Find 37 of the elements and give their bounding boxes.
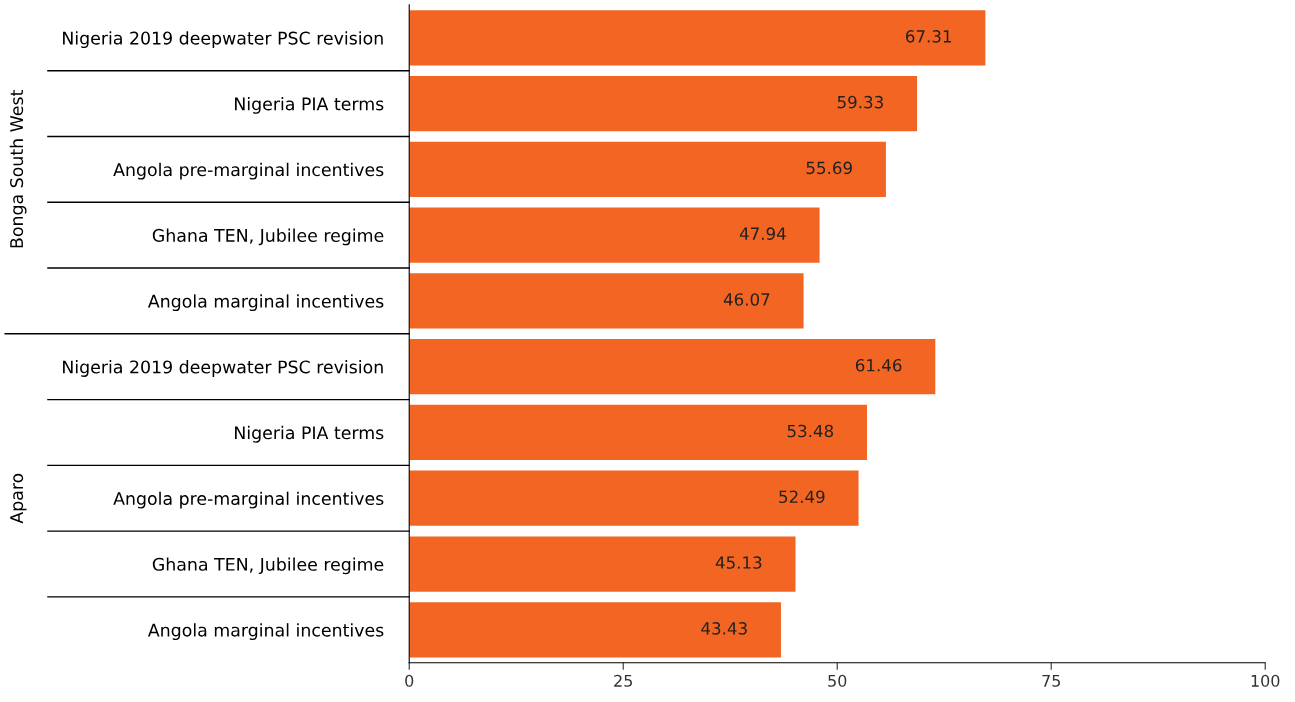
bar bbox=[409, 207, 820, 263]
bar bbox=[409, 273, 804, 329]
bar bbox=[409, 602, 781, 658]
x-tick-label: 75 bbox=[1042, 674, 1060, 687]
text: Bonga South West bbox=[9, 90, 27, 248]
y-tick-label: Angola marginal incentives bbox=[147, 294, 384, 312]
y-tick-label: Ghana TEN, Jubilee regime bbox=[152, 557, 384, 575]
data-label: 46.07 bbox=[723, 293, 770, 306]
data-label: 55.69 bbox=[806, 161, 852, 175]
y-tick-label: Nigeria PIA terms bbox=[235, 96, 384, 114]
y-tick-label: Angola pre-marginal incentives bbox=[113, 162, 384, 180]
y-tick-label: Nigeria 2019 deepwater PSC revision bbox=[63, 360, 383, 377]
y-tick-label: Nigeria 2019 deepwater PSC revision bbox=[63, 31, 383, 49]
text: Aparo bbox=[10, 473, 27, 524]
x-tick-label: 25 bbox=[614, 674, 632, 687]
y-tick-label: Ghana TEN, Jubilee regime bbox=[152, 228, 384, 246]
data-label: 61.46 bbox=[855, 358, 902, 372]
x-tick-label: 0 bbox=[405, 674, 414, 687]
bar bbox=[409, 470, 859, 526]
data-label: 52.49 bbox=[779, 490, 825, 504]
data-label: 47.94 bbox=[739, 227, 786, 240]
bar bbox=[409, 339, 936, 395]
bar bbox=[409, 404, 868, 461]
data-label: 53.48 bbox=[787, 424, 834, 438]
data-label: 67.31 bbox=[906, 30, 952, 43]
data-label: 43.43 bbox=[701, 622, 747, 635]
data-label: 45.13 bbox=[715, 556, 762, 569]
bar bbox=[409, 75, 918, 132]
bar bbox=[409, 536, 796, 592]
bar bbox=[409, 10, 986, 66]
y-tick-label: Angola marginal incentives bbox=[147, 623, 384, 641]
y-tick-label: Nigeria PIA terms bbox=[235, 425, 384, 443]
y-tick-label: Angola pre-marginal incentives bbox=[113, 491, 384, 509]
data-label: 59.33 bbox=[837, 95, 883, 109]
bar bbox=[409, 141, 886, 197]
x-tick-label: 100 bbox=[1251, 674, 1280, 687]
x-tick-label: 50 bbox=[828, 674, 847, 687]
